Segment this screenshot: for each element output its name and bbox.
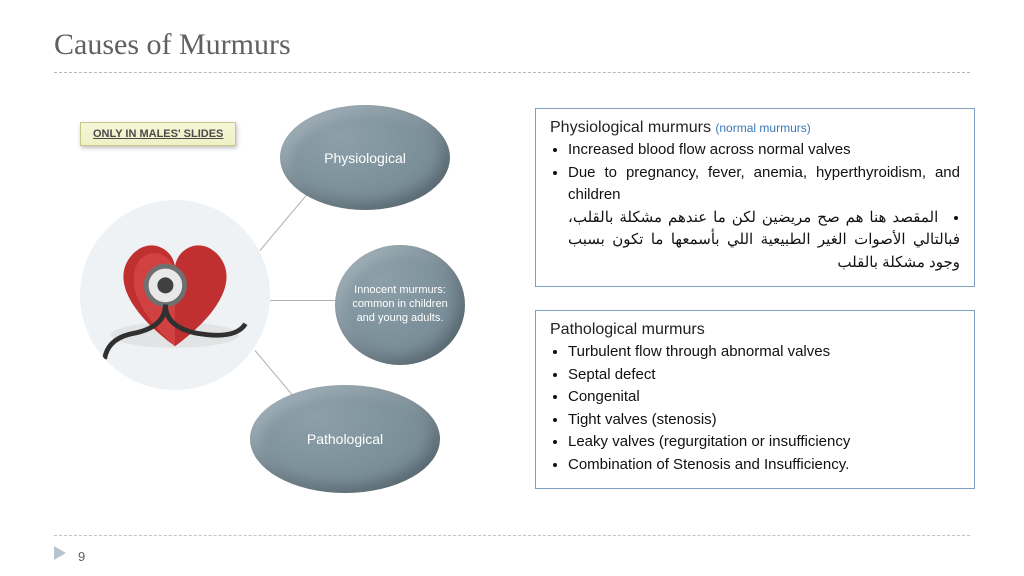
page-number: 9 bbox=[78, 549, 85, 564]
heart-stethoscope-image bbox=[80, 200, 270, 390]
heart-icon bbox=[95, 215, 255, 375]
list-item: Congenital bbox=[568, 386, 960, 409]
list-item: Tight valves (stenosis) bbox=[568, 409, 960, 432]
page-title: Causes of Murmurs bbox=[54, 28, 291, 62]
bubble-label: Physiological bbox=[324, 150, 406, 166]
pathological-info-box: Pathological murmurs Turbulent flow thro… bbox=[535, 310, 975, 489]
physio-list: Increased blood flow across normal valve… bbox=[568, 139, 960, 274]
physiological-bubble: Physiological bbox=[280, 105, 450, 210]
arabic-note: المقصد هنا هم صح مريضين لكن ما عندهم مشك… bbox=[568, 207, 960, 275]
list-item: Septal defect bbox=[568, 364, 960, 387]
box-title: Pathological murmurs bbox=[550, 321, 705, 338]
connector-line bbox=[270, 300, 340, 301]
bubble-label: Innocent murmurs: common in children and… bbox=[345, 284, 455, 325]
footer-divider bbox=[54, 535, 970, 536]
list-item: Due to pregnancy, fever, anemia, hyperth… bbox=[568, 162, 960, 207]
pathological-bubble: Pathological bbox=[250, 385, 440, 493]
list-item: Combination of Stenosis and Insufficienc… bbox=[568, 454, 960, 477]
connector-line bbox=[260, 189, 312, 251]
causes-diagram: Physiological Innocent murmurs: common i… bbox=[60, 105, 500, 505]
innocent-bubble: Innocent murmurs: common in children and… bbox=[335, 245, 465, 365]
list-item: Turbulent flow through abnormal valves bbox=[568, 341, 960, 364]
bubble-label: Pathological bbox=[307, 431, 383, 447]
patho-list: Turbulent flow through abnormal valves S… bbox=[568, 341, 960, 476]
page-arrow-icon bbox=[54, 546, 66, 560]
physiological-info-box: Physiological murmurs (normal murmurs) I… bbox=[535, 108, 975, 287]
title-divider bbox=[54, 72, 970, 73]
box-title-note: (normal murmurs) bbox=[715, 121, 810, 135]
box-title: Physiological murmurs bbox=[550, 119, 711, 136]
list-item: Leaky valves (regurgitation or insuffici… bbox=[568, 431, 960, 454]
list-item: Increased blood flow across normal valve… bbox=[568, 139, 960, 162]
